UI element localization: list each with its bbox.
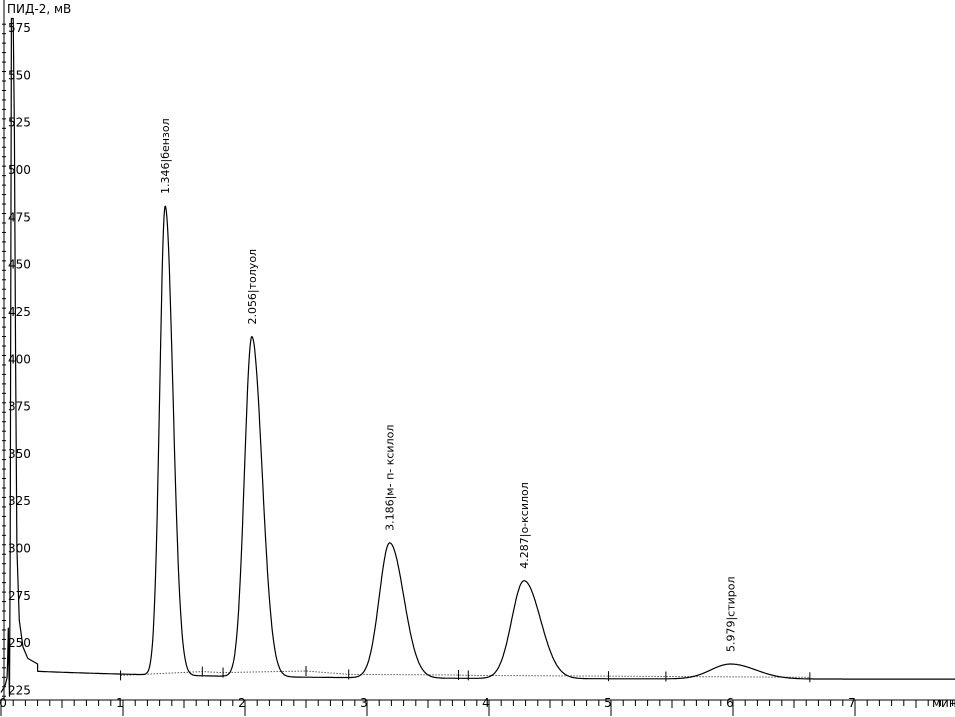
baseline-line (120, 670, 810, 678)
y-tick-label: 325 (8, 494, 31, 508)
peak-label: 5.979|стирол (724, 576, 737, 652)
y-tick-label: 450 (8, 258, 31, 272)
x-tick-label: 3 (360, 696, 368, 710)
x-tick-label: 1 (116, 696, 124, 710)
peak-label: 2.056|толуол (246, 249, 259, 325)
y-axis-title: ПИД-2, мВ (7, 2, 71, 16)
x-axis-title: мин (932, 696, 955, 710)
x-tick-label: 4 (482, 696, 490, 710)
chromatogram-trace (0, 17, 955, 697)
x-tick-label: 6 (726, 696, 734, 710)
y-tick-label: 500 (8, 163, 31, 177)
peak-labels: 1.346|бензол 2.056|толуол 3.186|м- п- ксил… (159, 118, 737, 652)
y-tick-label: 375 (8, 400, 31, 414)
peak-label: 1.346|бензол (159, 118, 172, 194)
y-tick-label: 275 (8, 589, 31, 603)
signal-line (0, 17, 955, 697)
y-tick-label: 225 (8, 684, 31, 698)
peak-label: 3.186|м- п- ксилол (384, 425, 397, 531)
x-tick-label: 5 (604, 696, 612, 710)
y-tick-label: 425 (8, 305, 31, 319)
y-tick-label: 350 (8, 447, 31, 461)
x-tick-label: 7 (848, 696, 856, 710)
integration-baseline (120, 666, 811, 683)
y-tick-label: 300 (8, 542, 31, 556)
y-tick-label: 400 (8, 352, 31, 366)
y-axis: 2252502753003253503754004254504755005255… (2, 0, 31, 700)
y-tick-label: 250 (8, 636, 31, 650)
x-axis: 0 1 2 3 4 5 6 7 (0, 696, 955, 716)
peak-label: 4.287|о-ксилол (518, 482, 531, 569)
x-tick-label: 2 (238, 696, 246, 710)
y-tick-label: 475 (8, 210, 31, 224)
x-tick-label: 0 (0, 696, 7, 710)
